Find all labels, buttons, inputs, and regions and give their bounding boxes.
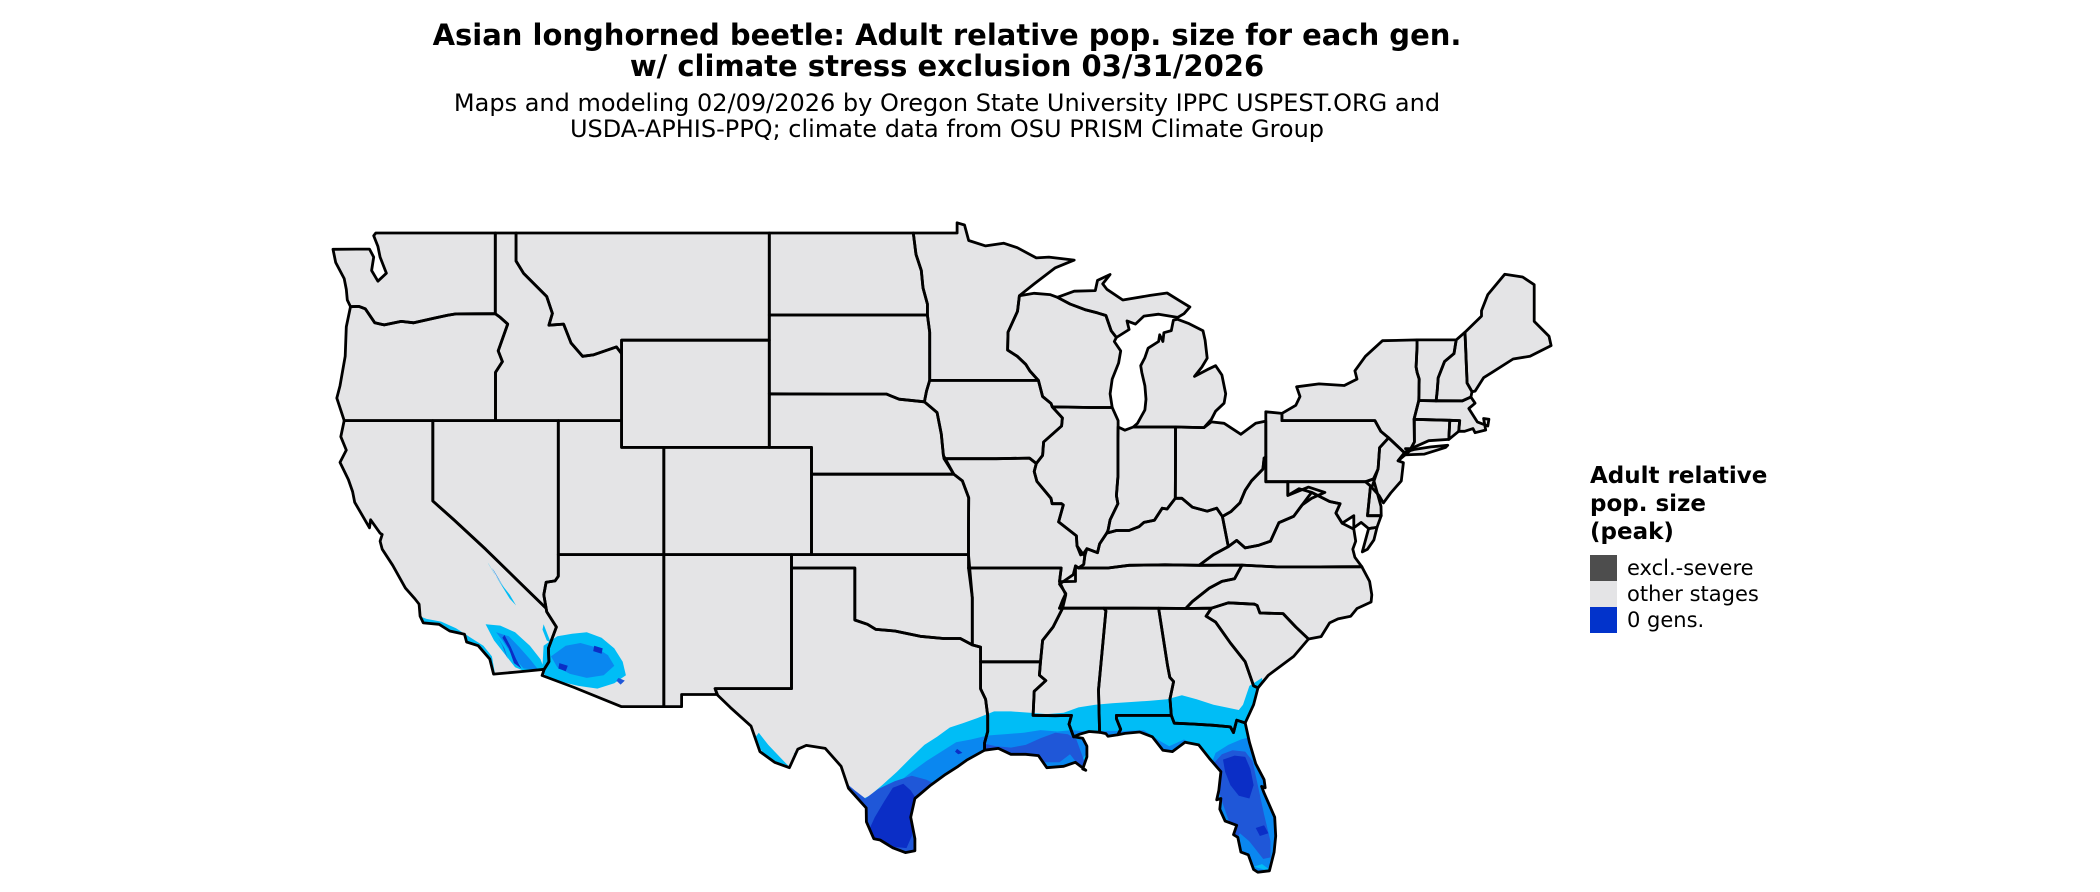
legend-title-line-2: pop. size	[1590, 491, 1707, 517]
state-ms	[1033, 608, 1106, 737]
state-mt	[516, 233, 770, 357]
state-ia	[924, 380, 1063, 464]
state-nh	[1436, 332, 1472, 401]
state-mo	[944, 458, 1085, 582]
legend-items: excl.-severe other stages 0 gens.	[1590, 555, 1767, 633]
state-ut	[558, 420, 664, 555]
state-va2	[1362, 527, 1377, 552]
state-me	[1465, 274, 1552, 392]
legend-title-line-3: (peak)	[1590, 519, 1674, 545]
state-ct	[1410, 419, 1450, 449]
legend-label-excl-severe: excl.-severe	[1627, 556, 1754, 580]
state-ar	[968, 568, 1066, 662]
state-il	[1034, 406, 1119, 555]
state-ca	[340, 420, 557, 675]
legend-title: Adult relative pop. size (peak)	[1590, 462, 1767, 546]
state-nm	[663, 554, 792, 707]
subtitle-line-2: USDA-APHIS-PPQ; climate data from OSU PR…	[569, 115, 1325, 143]
legend-label-0-gens: 0 gens.	[1627, 608, 1705, 632]
state-up	[1057, 274, 1190, 338]
title-line-1: Asian longhorned beetle: Adult relative …	[432, 18, 1462, 52]
state-va	[1199, 492, 1362, 567]
state-pa	[1265, 411, 1389, 482]
state-mn	[913, 222, 1075, 381]
legend-label-other-stages: other stages	[1627, 582, 1759, 606]
state-wy	[621, 340, 770, 448]
legend-title-line-1: Adult relative	[1590, 463, 1768, 489]
state-ok	[791, 554, 973, 645]
state-nc	[1185, 565, 1372, 639]
state-sc	[1206, 602, 1309, 688]
state-vt	[1416, 339, 1457, 401]
state-ky	[1078, 498, 1229, 568]
state-or	[336, 306, 508, 421]
state-borders	[331, 221, 1553, 874]
state-ne	[769, 393, 954, 475]
map-subtitle: Maps and modeling 02/09/2026 by Oregon S…	[0, 90, 1894, 142]
legend-swatch-other-stages	[1590, 581, 1617, 607]
state-md	[1287, 481, 1382, 529]
state-ind	[1106, 427, 1176, 534]
state-ny	[1281, 339, 1420, 461]
state-nv	[432, 420, 559, 609]
subtitle-line-1: Maps and modeling 02/09/2026 by Oregon S…	[453, 89, 1441, 117]
state-wa	[333, 233, 496, 325]
legend-row-0-gens: 0 gens.	[1590, 607, 1767, 633]
legend-row-other-stages: other stages	[1590, 581, 1767, 607]
legend-swatch-0-gens	[1590, 607, 1617, 633]
legend-swatch-excl-severe	[1590, 555, 1617, 581]
state-nd	[769, 233, 928, 315]
state-sd	[769, 315, 930, 402]
title-line-2: w/ climate stress exclusion 03/31/2026	[629, 49, 1265, 83]
legend: Adult relative pop. size (peak) excl.-se…	[1590, 462, 1767, 633]
state-co	[663, 447, 812, 555]
state-id	[495, 233, 622, 421]
map-title: Asian longhorned beetle: Adult relative …	[0, 20, 1894, 82]
legend-row-excl-severe: excl.-severe	[1590, 555, 1767, 581]
state-mi	[1133, 319, 1226, 428]
state-wv	[1222, 457, 1325, 548]
state-ri	[1448, 420, 1460, 440]
state-wi	[1007, 293, 1121, 408]
state-ks	[811, 474, 969, 555]
